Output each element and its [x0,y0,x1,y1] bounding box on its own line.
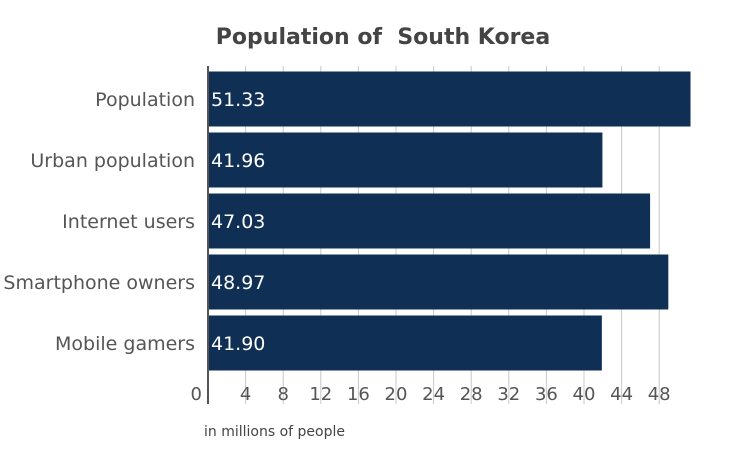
category-label: Urban population [30,150,195,172]
x-tick-label: 24 [422,384,445,405]
bar [208,193,651,249]
category-label: Smartphone owners [3,272,195,294]
bar-value-label: 48.97 [211,272,265,294]
category-label: Population [95,89,195,111]
x-tick-label: 36 [535,384,558,405]
x-tick-label: 20 [385,384,408,405]
x-tick-label: 28 [460,384,483,405]
bar [208,71,691,127]
bar-value-label: 47.03 [211,211,265,233]
x-tick-label: 0 [191,384,202,405]
bar [208,315,602,371]
bar [208,254,669,310]
bar-value-label: 41.96 [211,150,265,172]
category-labels: Population Urban population Internet users… [3,89,195,355]
bars: 51.33 41.96 47.03 48.97 41.90 [208,71,691,371]
category-label: Mobile gamers [55,333,195,355]
chart-title: Population of South Korea [216,25,550,50]
x-tick-label: 44 [610,384,633,405]
x-tick-labels: 0 4 8 12 16 20 24 28 32 36 40 44 48 [191,384,671,405]
category-label: Internet users [62,211,195,233]
x-tick-label: 16 [347,384,370,405]
bar-value-label: 51.33 [211,89,265,111]
x-tick-label: 8 [277,384,288,405]
bar-value-label: 41.90 [211,333,265,355]
x-axis-label: in millions of people [204,424,345,440]
x-tick-label: 48 [648,384,671,405]
x-tick-label: 40 [573,384,596,405]
x-tick-label: 12 [309,384,332,405]
x-tick-label: 32 [497,384,520,405]
bar [208,132,603,188]
x-tick-label: 4 [240,384,251,405]
